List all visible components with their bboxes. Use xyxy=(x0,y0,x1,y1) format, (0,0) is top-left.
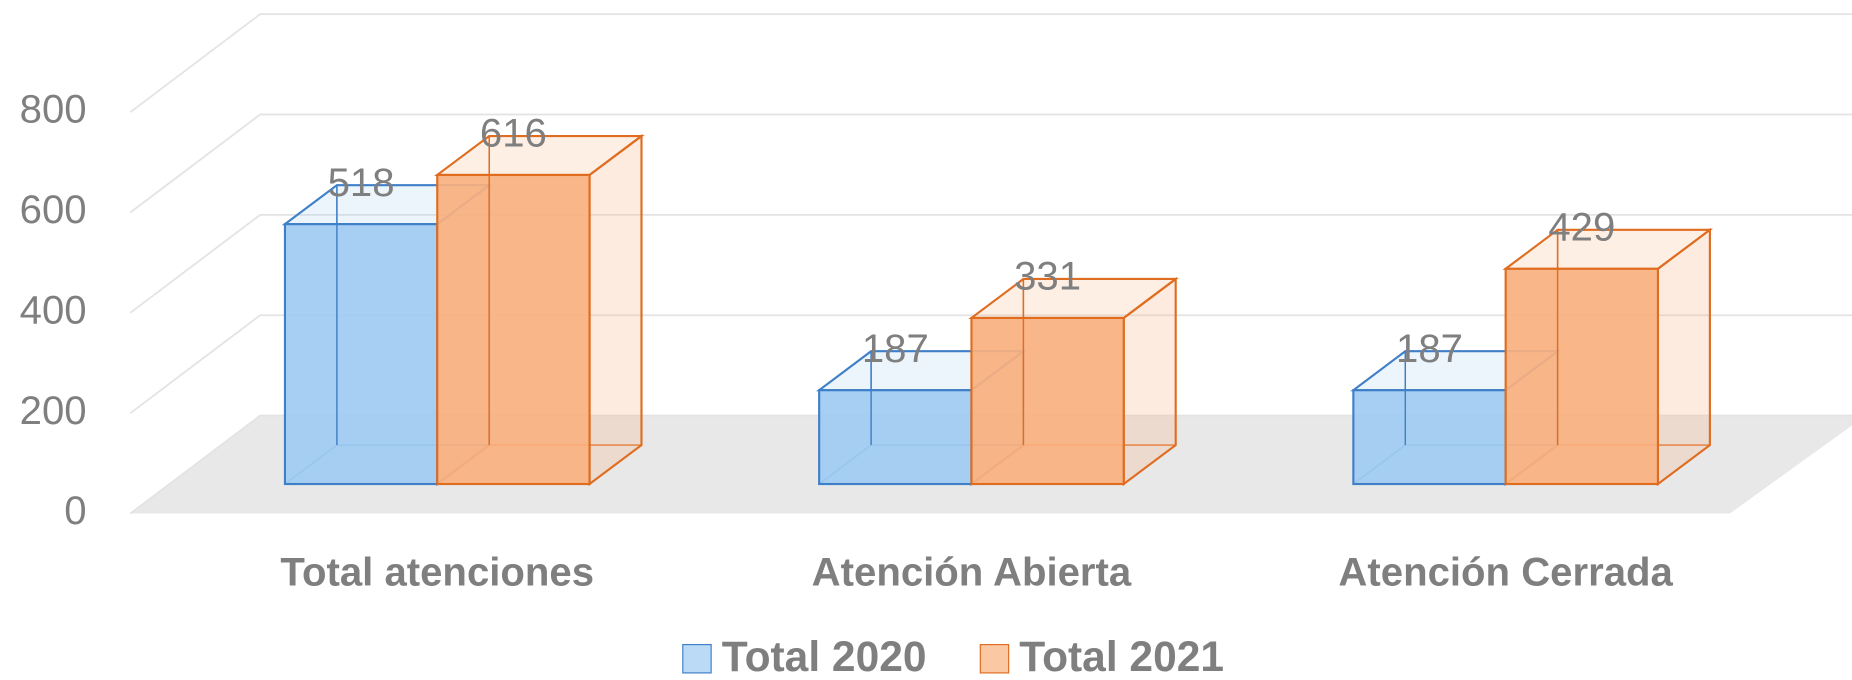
bar-front xyxy=(283,223,439,486)
bar-side xyxy=(1656,227,1711,487)
bar-front xyxy=(818,389,973,486)
bar-front xyxy=(1504,267,1660,486)
x-tick-label: Total atenciones xyxy=(280,550,594,595)
bar-front xyxy=(1352,389,1507,486)
x-tick-label: Atención Abierta xyxy=(812,550,1132,595)
bar-side xyxy=(588,133,643,487)
legend-label: Total 2020 xyxy=(722,634,927,680)
legend-swatch xyxy=(682,643,712,674)
grid-line xyxy=(129,13,1852,113)
grid-line xyxy=(129,314,1852,414)
bar-front xyxy=(436,173,591,486)
bar-front xyxy=(970,316,1125,486)
value-label: 616 xyxy=(480,111,547,156)
legend-swatch xyxy=(979,643,1010,674)
y-tick-label: 800 xyxy=(20,87,87,132)
x-tick-label: Atención Cerrada xyxy=(1338,550,1673,595)
legend-label: Total 2021 xyxy=(1019,634,1224,680)
value-label: 187 xyxy=(862,326,929,371)
grid-line xyxy=(129,213,1852,314)
y-tick-label: 200 xyxy=(20,388,87,433)
y-tick-label: 600 xyxy=(20,187,87,232)
grid-line xyxy=(129,414,1852,515)
value-label: 429 xyxy=(1548,204,1615,249)
value-label: 331 xyxy=(1014,254,1081,299)
y-tick-label: 400 xyxy=(20,287,87,332)
grid-line xyxy=(129,113,1852,214)
value-label: 518 xyxy=(328,160,395,205)
y-tick-label: 0 xyxy=(64,488,86,533)
value-label: 187 xyxy=(1396,326,1463,371)
